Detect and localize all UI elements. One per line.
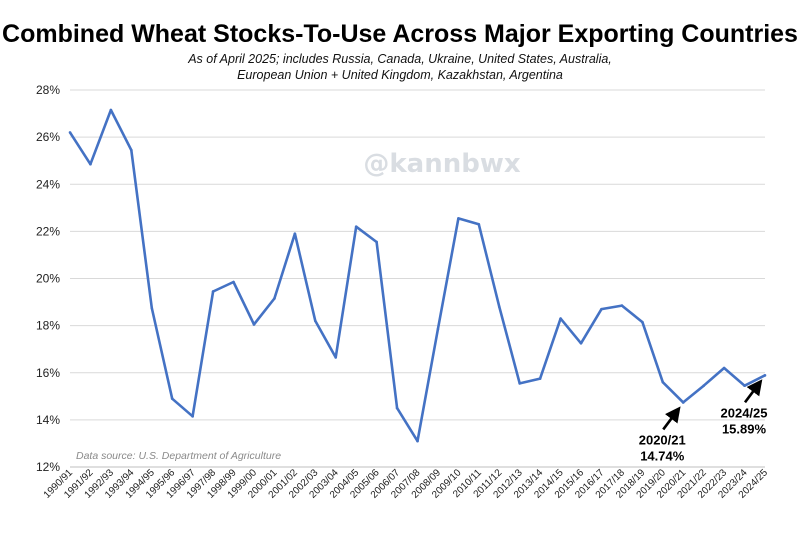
y-tick-label: 22%	[36, 224, 60, 238]
annotation-value: 14.74%	[640, 448, 685, 463]
data-point	[334, 356, 338, 359]
data-point	[273, 297, 276, 300]
data-point	[457, 217, 460, 220]
y-axis-ticks: 12% 14% 16% 18% 20% 22% 24% 26% 28%	[36, 83, 60, 474]
data-source-note: Data source: U.S. Department of Agricult…	[76, 450, 281, 462]
x-axis-ticks: 1990/911991/921992/931993/941994/951995/…	[42, 467, 771, 501]
data-point	[518, 382, 522, 385]
data-point	[497, 305, 501, 309]
data-point	[170, 397, 174, 400]
data-point	[436, 327, 440, 331]
data-point	[89, 162, 92, 166]
data-point	[722, 366, 726, 370]
data-point	[313, 319, 317, 323]
data-point	[620, 304, 624, 307]
y-tick-label: 12%	[36, 460, 60, 474]
y-tick-label: 28%	[36, 83, 60, 97]
data-point	[661, 380, 665, 384]
data-point	[641, 320, 644, 324]
data-point	[477, 223, 481, 226]
chart-subtitle-line-1: As of April 2025; includes Russia, Canad…	[188, 52, 612, 66]
data-point	[354, 225, 358, 228]
data-point	[681, 401, 685, 404]
data-point	[763, 374, 767, 377]
chart-title: Combined Wheat Stocks-To-Use Across Majo…	[2, 20, 798, 48]
y-tick-label: 24%	[36, 177, 60, 191]
data-point	[702, 384, 705, 388]
gridlines	[70, 89, 765, 468]
annotation-arrow	[662, 406, 681, 431]
data-point	[150, 306, 154, 310]
data-point	[375, 240, 378, 244]
y-tick-label: 14%	[36, 413, 60, 427]
data-point	[68, 131, 72, 134]
y-tick-label: 26%	[36, 130, 60, 144]
data-point	[743, 384, 746, 388]
series-points	[68, 108, 767, 443]
y-tick-label: 18%	[36, 319, 60, 333]
annotation-period: 2024/25	[721, 405, 768, 420]
data-point	[109, 108, 113, 112]
y-tick-label: 16%	[36, 366, 60, 380]
data-point	[559, 317, 562, 320]
data-point	[293, 232, 297, 236]
watermark: @kannbwx	[363, 149, 520, 179]
data-point	[538, 377, 542, 380]
y-tick-label: 20%	[36, 272, 60, 286]
data-point	[579, 341, 583, 345]
chart-subtitle-line-2: European Union + United Kingdom, Kazakhs…	[237, 68, 563, 82]
data-point	[416, 439, 419, 443]
data-point	[130, 148, 133, 152]
data-point	[252, 323, 256, 326]
data-point	[211, 290, 215, 293]
annotation-period: 2020/21	[639, 432, 686, 447]
data-point	[232, 280, 235, 284]
data-point	[600, 307, 603, 311]
data-point	[395, 406, 399, 410]
annotation-value: 15.89%	[722, 421, 767, 436]
data-point	[191, 415, 194, 418]
annotation-arrow	[743, 379, 763, 404]
